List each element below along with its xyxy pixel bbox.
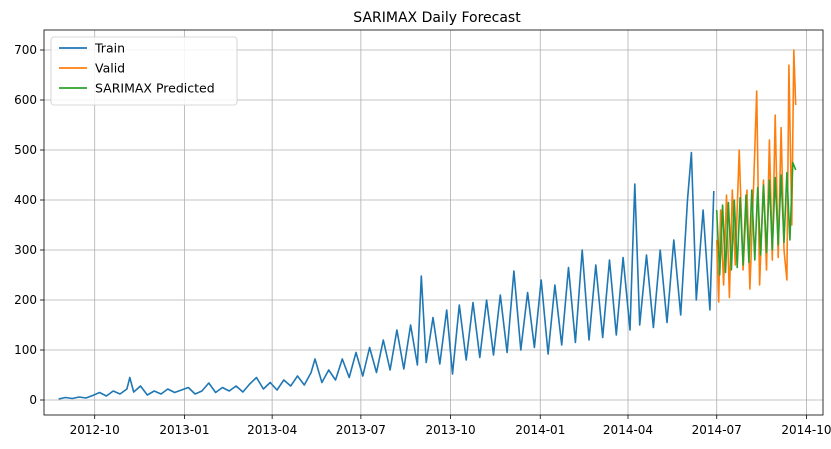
series-line-sarimax-predicted xyxy=(715,161,797,276)
legend: Train Valid SARIMAX Predicted xyxy=(50,36,238,106)
legend-label: SARIMAX Predicted xyxy=(95,81,215,96)
y-tick-label: 200 xyxy=(14,293,37,307)
x-tick-label: 2013-04 xyxy=(247,423,297,437)
y-tick-label: 0 xyxy=(29,393,37,407)
plot-frame xyxy=(43,29,824,416)
y-tick-label: 400 xyxy=(14,193,37,207)
legend-box xyxy=(50,36,238,106)
y-tick-label: 600 xyxy=(14,93,37,107)
x-tick-label: 2014-01 xyxy=(515,423,565,437)
legend-label: Train xyxy=(94,41,125,56)
series-line-train xyxy=(58,151,715,400)
x-tick-label: 2013-01 xyxy=(159,423,209,437)
y-tick-label: 300 xyxy=(14,243,37,257)
chart-title: SARIMAX Daily Forecast xyxy=(353,10,521,26)
y-tick-label: 100 xyxy=(14,343,37,357)
x-tick-label: 2013-10 xyxy=(425,423,475,437)
x-tick-label: 2014-10 xyxy=(781,423,831,437)
series-lines xyxy=(58,49,797,400)
y-tick-label: 700 xyxy=(14,43,37,57)
x-tick-label: 2014-04 xyxy=(603,423,653,437)
axes: 2012-10 2013-01 2013-04 2013-07 2013-10 2014-… xyxy=(14,43,831,437)
y-tick-label: 500 xyxy=(14,143,37,157)
legend-label: Valid xyxy=(95,61,125,76)
x-tick-label: 2014-07 xyxy=(692,423,742,437)
x-tick-label: 2012-10 xyxy=(70,423,120,437)
grid-lines xyxy=(44,30,823,415)
x-tick-label: 2013-07 xyxy=(336,423,386,437)
